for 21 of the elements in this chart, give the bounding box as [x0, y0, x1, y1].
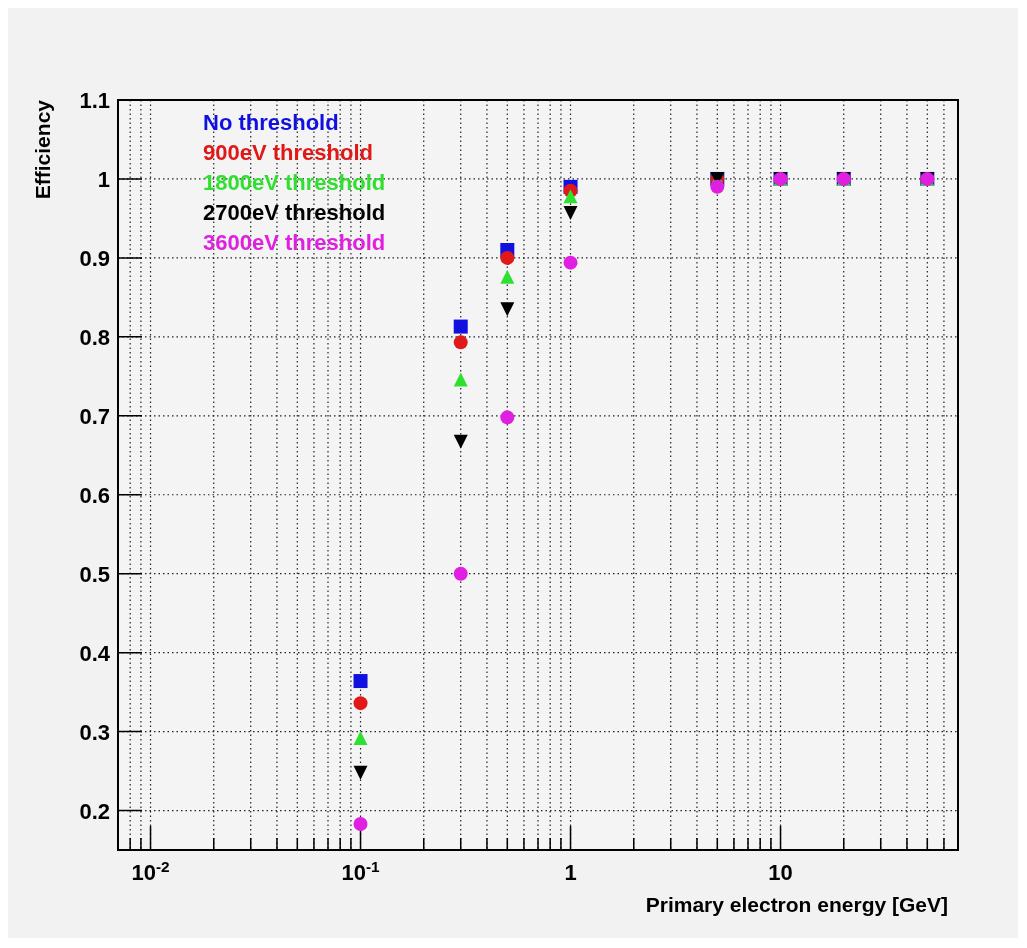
text: No threshold — [203, 110, 339, 135]
x-axis-title: Primary electron energy [GeV] — [645, 893, 948, 916]
text: 900eV threshold — [203, 140, 373, 165]
y-tick-label: 0.8 — [79, 324, 110, 350]
x-tick-label: 1 — [564, 860, 577, 885]
y-tick-label: 0.4 — [79, 640, 111, 666]
x-tick-label: 10$^{-2}$ — [131, 857, 170, 885]
y-tick-label: 0.9 — [79, 245, 110, 271]
y-axis-title: Efficiency — [31, 99, 54, 200]
x-tick-label: 10 — [768, 860, 793, 885]
y-tick-label: 0.2 — [79, 798, 110, 824]
y-tick-label: 1.1 — [79, 88, 110, 113]
text: 2700eV threshold — [203, 200, 386, 225]
text: 3600eV threshold — [203, 230, 386, 255]
text: 1800eV threshold — [203, 170, 386, 195]
y-tick-label: 1 — [97, 166, 110, 192]
y-tick-label: 0.7 — [79, 403, 110, 429]
y-tick-label: 0.6 — [79, 482, 110, 508]
x-tick-label: 10$^{-1}$ — [341, 857, 381, 885]
y-tick-label: 0.5 — [79, 561, 110, 587]
y-tick-label: 0.3 — [79, 719, 110, 745]
